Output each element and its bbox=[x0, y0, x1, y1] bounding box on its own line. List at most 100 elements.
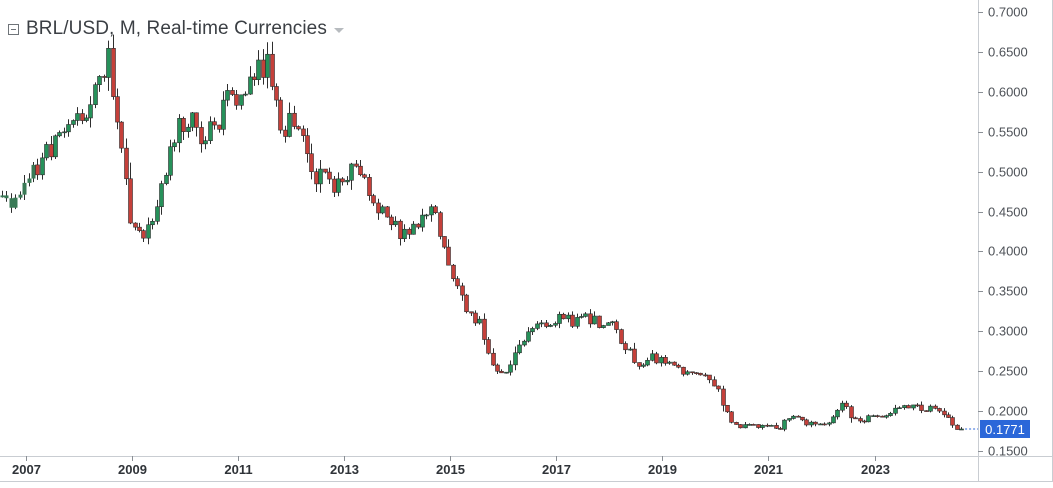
candle-body bbox=[75, 113, 80, 121]
candle bbox=[844, 400, 849, 409]
candle bbox=[239, 94, 244, 110]
candle-body bbox=[672, 361, 677, 366]
price-tick-label: 0.1500 bbox=[988, 444, 1028, 459]
candle bbox=[283, 125, 288, 143]
candle-body bbox=[597, 315, 602, 328]
candle bbox=[354, 159, 359, 168]
candle-body bbox=[4, 195, 9, 199]
candle-body bbox=[619, 329, 624, 344]
candle-body bbox=[221, 99, 226, 130]
candle bbox=[592, 311, 597, 325]
candle bbox=[526, 327, 531, 343]
candle bbox=[703, 372, 708, 377]
candle bbox=[672, 361, 677, 366]
candle-body bbox=[526, 331, 531, 342]
candle bbox=[659, 355, 664, 367]
candle-body bbox=[548, 324, 553, 327]
candle-body bbox=[296, 126, 301, 130]
candle bbox=[858, 416, 863, 424]
candle-body bbox=[827, 422, 832, 425]
candle-body bbox=[685, 371, 690, 375]
collapse-icon[interactable] bbox=[8, 23, 19, 35]
candle-body bbox=[504, 371, 509, 374]
candle-body bbox=[663, 357, 668, 364]
candle bbox=[44, 141, 49, 161]
candle bbox=[137, 222, 142, 233]
candle bbox=[88, 96, 93, 128]
candle-body bbox=[818, 423, 823, 426]
candle-body bbox=[866, 415, 871, 423]
time-tick-label: 2011 bbox=[224, 462, 252, 477]
chart-title-bar[interactable]: BRL/USD, M, Real-time Currencies bbox=[8, 17, 344, 41]
candle-body bbox=[950, 417, 955, 426]
candle bbox=[221, 91, 226, 136]
candle bbox=[261, 49, 266, 85]
candle bbox=[517, 339, 522, 355]
candle-body bbox=[813, 421, 818, 425]
candle-body bbox=[380, 206, 385, 214]
candle-body bbox=[177, 118, 182, 144]
candle-body bbox=[203, 140, 208, 145]
candle bbox=[265, 42, 270, 89]
candle bbox=[270, 41, 275, 91]
candle bbox=[897, 406, 902, 410]
candle bbox=[49, 136, 54, 161]
candle bbox=[84, 114, 89, 123]
candle bbox=[530, 326, 535, 336]
candle bbox=[31, 161, 36, 183]
candle bbox=[690, 371, 695, 375]
candle-body bbox=[256, 59, 261, 81]
candle-body bbox=[398, 220, 403, 240]
candle-body bbox=[698, 372, 703, 376]
candle-body bbox=[809, 421, 814, 426]
candle-body bbox=[769, 425, 774, 427]
candle-body bbox=[71, 120, 76, 125]
candle bbox=[614, 319, 619, 334]
candle bbox=[296, 125, 301, 131]
candle bbox=[208, 116, 213, 145]
candle-body bbox=[659, 357, 664, 364]
candle bbox=[146, 217, 151, 245]
candle bbox=[880, 415, 885, 418]
candle bbox=[172, 139, 177, 152]
candle bbox=[62, 127, 67, 138]
time-tick-label: 2009 bbox=[118, 462, 147, 477]
candle-body bbox=[513, 352, 518, 366]
candle bbox=[924, 410, 929, 412]
candle bbox=[721, 385, 726, 412]
candle-body bbox=[477, 318, 482, 324]
candle-body bbox=[0, 195, 5, 198]
candle bbox=[133, 222, 138, 231]
candle-body bbox=[473, 312, 478, 324]
candle bbox=[539, 320, 544, 328]
candle-body bbox=[57, 132, 62, 137]
candle-body bbox=[579, 316, 584, 318]
candle bbox=[791, 415, 796, 420]
candle bbox=[796, 415, 801, 418]
candle bbox=[230, 87, 235, 97]
candle bbox=[349, 162, 354, 190]
time-tick-label: 2017 bbox=[542, 462, 571, 477]
candle bbox=[0, 190, 5, 198]
time-axis[interactable]: 2007 2009 2011 2013 2015 2017 2019 2021 2023 bbox=[12, 456, 890, 477]
chevron-down-icon[interactable] bbox=[333, 27, 344, 33]
candle-body bbox=[111, 48, 116, 97]
candle bbox=[66, 119, 71, 137]
candle-body bbox=[734, 422, 739, 425]
candle-body bbox=[614, 321, 619, 330]
candle bbox=[380, 204, 385, 215]
candle-body bbox=[190, 112, 195, 128]
candle bbox=[884, 414, 889, 419]
candle-body bbox=[623, 343, 628, 351]
candle bbox=[438, 211, 443, 240]
candle-body bbox=[499, 370, 504, 374]
candle-body bbox=[906, 405, 911, 409]
candle-body bbox=[393, 220, 398, 226]
candle-body bbox=[194, 112, 199, 128]
time-tick-label: 2015 bbox=[436, 462, 465, 477]
candle bbox=[553, 321, 558, 328]
candle bbox=[455, 276, 460, 289]
candle-body bbox=[592, 315, 597, 325]
price-axis[interactable]: 0.7000 0.6500 0.6000 0.5500 0.5000 0.4500 0.40… bbox=[978, 5, 1028, 459]
